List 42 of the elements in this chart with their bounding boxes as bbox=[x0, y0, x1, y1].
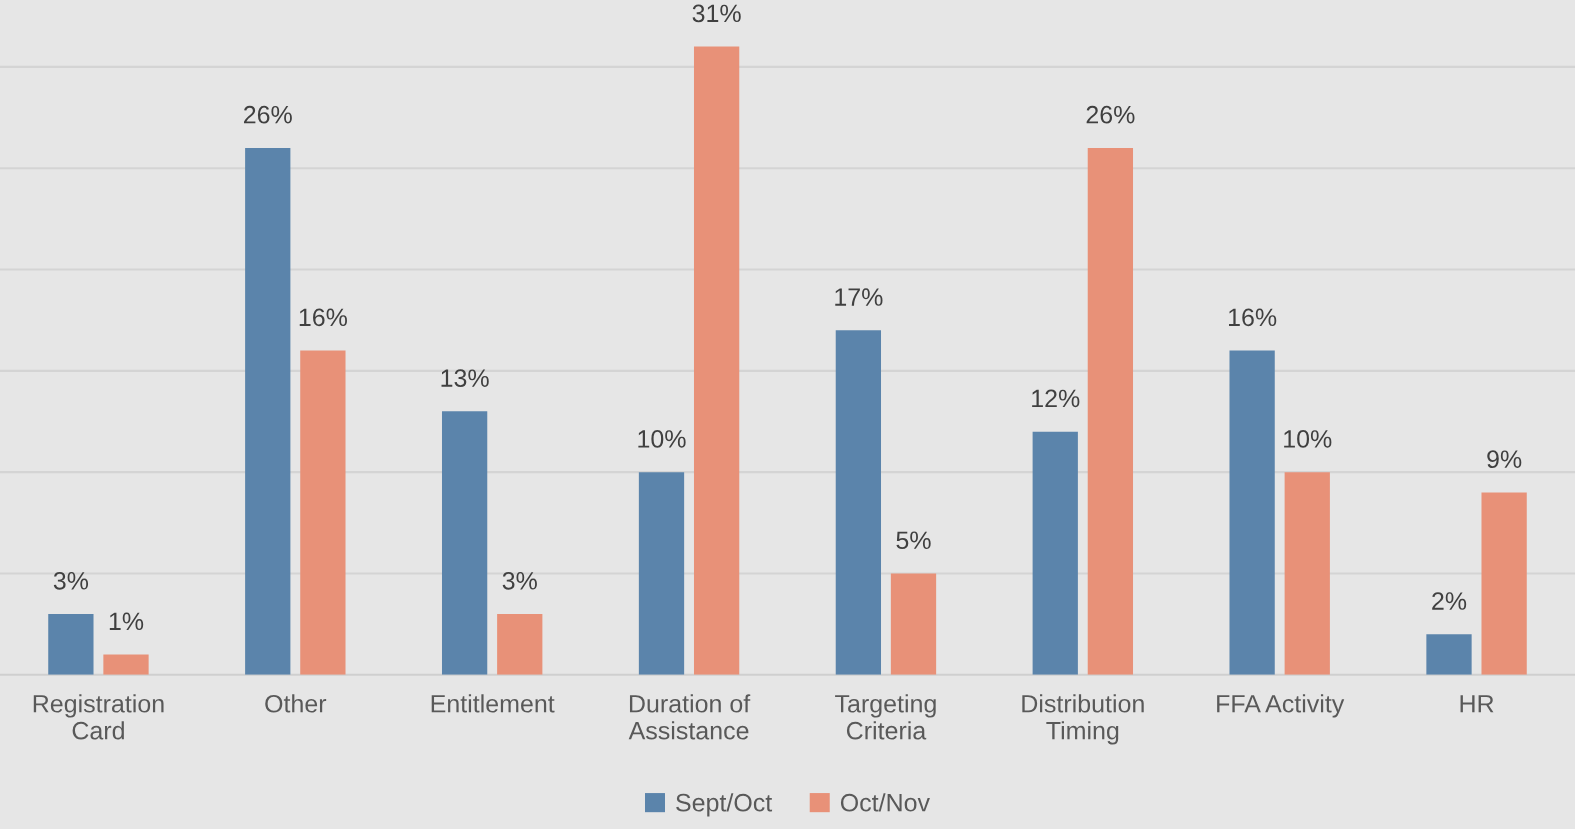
bar bbox=[1426, 634, 1472, 675]
data-label: 26% bbox=[243, 105, 292, 124]
x-tick-label: HR bbox=[1460, 695, 1494, 713]
x-tick-label: Other bbox=[265, 694, 327, 713]
data-label: 31% bbox=[692, 4, 741, 23]
data-label: 3% bbox=[53, 571, 89, 590]
data-label: 17% bbox=[835, 288, 883, 306]
bar bbox=[245, 147, 291, 675]
x-tick-label: Registration Card bbox=[33, 694, 164, 740]
bar bbox=[890, 573, 937, 675]
x-tick-label: Targeting Criteria bbox=[835, 694, 936, 740]
data-label: 1% bbox=[109, 612, 144, 631]
data-label: 12% bbox=[1032, 389, 1080, 408]
bar bbox=[1032, 431, 1078, 675]
bar bbox=[497, 614, 543, 675]
bar bbox=[48, 614, 94, 675]
data-label: 16% bbox=[299, 308, 347, 327]
legend-label: Sept/Oct bbox=[676, 793, 773, 817]
bar bbox=[638, 472, 685, 675]
data-label: 10% bbox=[638, 430, 686, 448]
x-tick-label: FFA Activity bbox=[1217, 694, 1345, 718]
bar bbox=[1284, 472, 1330, 675]
x-tick-label: Entitlement bbox=[431, 694, 555, 713]
data-label: 2% bbox=[1432, 592, 1467, 610]
legend-label: Oct/Nov bbox=[840, 793, 930, 812]
bar bbox=[1229, 350, 1275, 675]
data-label: 3% bbox=[502, 571, 537, 590]
bar bbox=[103, 654, 149, 675]
bar bbox=[1481, 492, 1527, 675]
data-label: 5% bbox=[896, 531, 931, 550]
bar bbox=[300, 350, 346, 675]
data-label: 16% bbox=[1229, 308, 1277, 327]
bar bbox=[693, 46, 740, 675]
x-tick-label: Duration of Assistance bbox=[628, 694, 751, 740]
data-label: 26% bbox=[1086, 105, 1135, 124]
bar bbox=[441, 411, 488, 675]
x-tick-label: Distribution Timing bbox=[1022, 694, 1144, 745]
data-label: 13% bbox=[441, 369, 489, 387]
data-label: 10% bbox=[1284, 430, 1332, 448]
bar bbox=[835, 330, 882, 675]
data-label: 9% bbox=[1487, 450, 1522, 469]
bar bbox=[1087, 147, 1134, 675]
